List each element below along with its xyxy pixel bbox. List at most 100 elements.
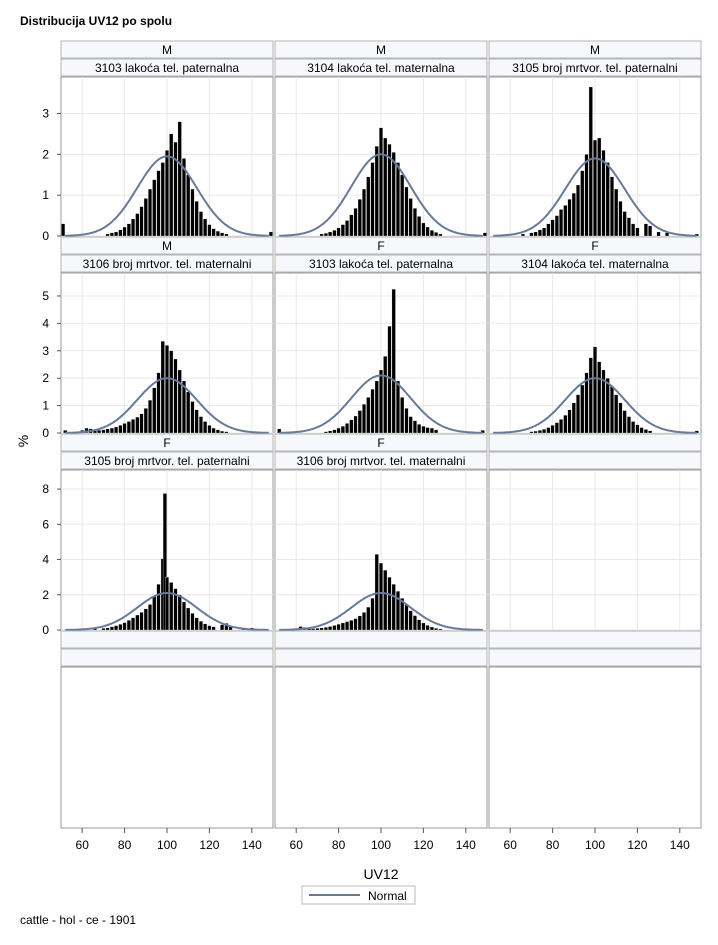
histogram-bar (421, 622, 426, 631)
histogram-bar (396, 591, 400, 631)
histogram-bar (345, 423, 350, 434)
histogram-bar (177, 121, 182, 237)
histogram-bar (597, 137, 602, 237)
histogram-bar (194, 617, 199, 631)
histogram-bar (182, 158, 186, 237)
panel-header-label (60, 451, 274, 470)
plot-area (274, 666, 488, 829)
histogram-bar (152, 179, 157, 237)
x-tick-label: 100 (371, 838, 391, 852)
histogram-bar (169, 133, 174, 237)
histogram-bar (207, 625, 212, 631)
panel-6: F 3104 lakoća tel. maternalna (488, 236, 702, 438)
panel-1: M 3103 lakoća tel. paternalna (60, 40, 274, 241)
histogram-bar (203, 218, 208, 237)
histogram-bar (537, 229, 542, 237)
histogram-bar (114, 625, 119, 631)
histogram-bar (417, 216, 422, 237)
histogram-bar (383, 356, 388, 434)
histogram-bar (186, 607, 191, 631)
histogram-bar (546, 427, 551, 434)
histogram-bar (571, 192, 576, 237)
y-tick-label: 3 (42, 344, 49, 358)
histogram-bar (198, 211, 203, 237)
y-tick-label: 5 (42, 289, 49, 303)
histogram-bar (323, 431, 328, 434)
histogram-bar (567, 199, 572, 237)
histogram-bar (643, 223, 648, 237)
panel-title: 3103 lakoća tel. paternalna (95, 61, 239, 75)
empty-panel-11 (274, 630, 488, 829)
histogram-bar (387, 143, 392, 237)
histogram-bar (576, 394, 580, 434)
histogram-bar (400, 397, 405, 434)
histogram-bar (148, 188, 152, 237)
empty-panel-12 (488, 630, 702, 829)
histogram-bar (97, 430, 102, 434)
histogram-bar (109, 626, 114, 631)
x-tick-label: 60 (76, 838, 90, 852)
panel-title: 3104 lakoća tel. maternalna (307, 61, 455, 75)
histogram-bar (567, 409, 572, 434)
histogram-bar (220, 624, 225, 631)
histogram-bar (379, 127, 383, 237)
histogram-bar (588, 86, 593, 237)
x-tick-label: 80 (118, 838, 132, 852)
histogram-bar (353, 618, 358, 631)
histogram-bar (618, 201, 623, 237)
panel-2: M 3104 lakoća tel. maternalna (274, 40, 488, 241)
histogram-bar (542, 227, 547, 237)
histogram-bar (349, 214, 354, 237)
histogram-bar (417, 619, 422, 631)
histogram-bar (357, 615, 362, 631)
panel-header-sex (488, 236, 702, 255)
histogram-bar (400, 598, 405, 631)
histogram-bar (109, 232, 114, 237)
histogram-bar (169, 350, 174, 434)
histogram-bar (203, 623, 208, 631)
panel-header-label (488, 254, 702, 273)
histogram-bar (220, 232, 225, 237)
panel-title: 3104 lakoća tel. maternalna (521, 257, 669, 271)
histogram-bar (311, 628, 316, 631)
histogram-bar (160, 341, 165, 434)
histogram-bar (135, 416, 140, 434)
panel-header-label (488, 451, 702, 470)
histogram-bar (417, 424, 422, 434)
histogram-bar (434, 232, 439, 237)
histogram-bar (656, 231, 661, 237)
histogram-bar (550, 219, 555, 237)
panel-7: F 3105 broj mrtvor. tel. paternalni (60, 433, 274, 635)
y-axis-label: % (15, 435, 31, 447)
x-tick-label: 100 (585, 838, 605, 852)
histogram-bar (109, 427, 114, 434)
panel-title: 3105 broj mrtvor. tel. paternalni (84, 454, 249, 468)
y-tick-label: 2 (42, 371, 49, 385)
histogram-bar (366, 176, 371, 237)
histogram-bar (131, 218, 136, 237)
panel-header-sex (274, 40, 488, 59)
histogram-bar (156, 584, 161, 631)
panel-header-sex (274, 433, 488, 452)
histogram-bar (482, 232, 487, 237)
histogram-bar (162, 493, 167, 631)
histogram-bar (554, 215, 559, 237)
histogram-bar (332, 230, 337, 237)
histogram-bar (319, 627, 324, 631)
panel-header-sex (488, 433, 702, 452)
histogram-bar (323, 627, 328, 631)
histogram-bar (635, 424, 640, 434)
histogram-bar (203, 421, 208, 434)
histogram-bar (626, 416, 631, 434)
histogram-bar (177, 369, 182, 434)
histogram-bar (173, 358, 178, 434)
histogram-bar (396, 162, 400, 237)
histogram-bar (118, 229, 123, 237)
histogram-bar (520, 233, 525, 237)
x-tick-label: 80 (332, 838, 346, 852)
histogram-bar (165, 150, 169, 237)
panel-header-sex (274, 630, 488, 649)
histogram-bar (622, 410, 627, 434)
empty-panel-9 (488, 433, 702, 635)
histogram-bar (554, 422, 559, 434)
